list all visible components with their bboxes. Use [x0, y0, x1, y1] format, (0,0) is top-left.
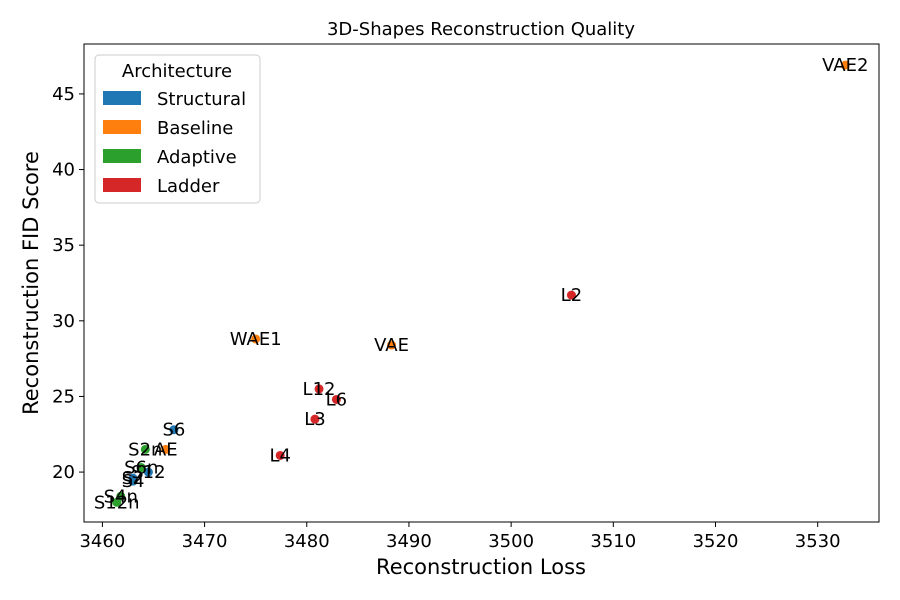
legend-title: Architecture	[122, 61, 232, 82]
x-axis-ticks: 3460 3470 3480 3490 3500 3510 3520 3530	[79, 522, 841, 552]
point-label-l12: L12	[303, 379, 336, 400]
point-label-s12: S12	[131, 462, 165, 483]
point-label-vae2: VAE2	[822, 55, 868, 76]
y-tick-label: 25	[52, 386, 75, 407]
x-tick-label: 3470	[182, 531, 228, 552]
y-tick-label: 30	[52, 311, 75, 332]
x-tick-label: 3500	[488, 531, 534, 552]
point-label-l6: L6	[326, 389, 347, 410]
data-point-vae	[387, 340, 397, 350]
point-label-s2n: S2n	[128, 439, 162, 460]
legend-label-structural: Structural	[157, 89, 246, 110]
data-point-ae	[161, 444, 171, 454]
plot-area-frame	[83, 43, 880, 523]
point-label-s4n: S4n	[104, 486, 138, 507]
legend-swatch-structural	[103, 91, 141, 105]
legend: Architecture Structural Baseline Adaptive L…	[94, 54, 261, 204]
data-point-l4	[275, 450, 285, 460]
data-point-s6n	[136, 463, 146, 473]
data-point-l12	[314, 384, 324, 394]
x-tick-label: 3460	[79, 531, 125, 552]
data-point-s6	[169, 425, 179, 435]
y-tick-label: 20	[52, 462, 75, 483]
x-tick-label: 3510	[590, 531, 636, 552]
point-label-s6: S6	[162, 420, 185, 441]
x-tick-label: 3520	[693, 531, 739, 552]
x-tick-label: 3480	[284, 531, 330, 552]
data-point-s2n	[140, 444, 150, 454]
data-point-s2	[128, 473, 138, 483]
point-label-l2: L2	[561, 285, 582, 306]
y-axis-ticks: 20 25 30 35 40 45	[52, 84, 84, 483]
data-point-l3	[310, 414, 320, 424]
data-point-l2	[566, 290, 576, 300]
legend-label-adaptive: Adaptive	[157, 147, 237, 168]
point-label-l4: L4	[269, 445, 290, 466]
legend-label-baseline: Baseline	[157, 118, 233, 139]
data-points	[112, 60, 850, 507]
y-tick-label: 35	[52, 235, 75, 256]
point-label-ae: AE	[154, 439, 178, 460]
data-point-s12n	[112, 497, 122, 507]
y-tick-label: 40	[52, 160, 75, 181]
legend-swatch-baseline	[103, 120, 141, 134]
data-point-l6	[331, 394, 341, 404]
legend-swatch-adaptive	[103, 149, 141, 163]
point-label-l3: L3	[304, 409, 325, 430]
x-axis-label: Reconstruction Loss	[376, 555, 586, 579]
point-label-vae: VAE	[374, 335, 409, 356]
point-label-wae1: WAE1	[230, 329, 282, 350]
point-label-s6n: S6n	[124, 458, 158, 479]
data-point-s12	[143, 467, 153, 477]
x-tick-label: 3530	[795, 531, 841, 552]
y-tick-label: 45	[52, 84, 75, 105]
x-tick-label: 3490	[386, 531, 432, 552]
legend-swatch-ladder	[103, 178, 141, 192]
data-point-wae1	[251, 334, 261, 344]
point-label-s4: S4	[122, 471, 145, 492]
y-axis-label: Reconstruction FID Score	[19, 151, 43, 415]
chart-title: 3D-Shapes Reconstruction Quality	[327, 19, 635, 40]
data-point-vae2	[840, 60, 850, 70]
point-label-s12n: S12n	[94, 492, 140, 513]
point-label-s2: S2	[122, 468, 145, 489]
legend-label-ladder: Ladder	[157, 176, 220, 197]
